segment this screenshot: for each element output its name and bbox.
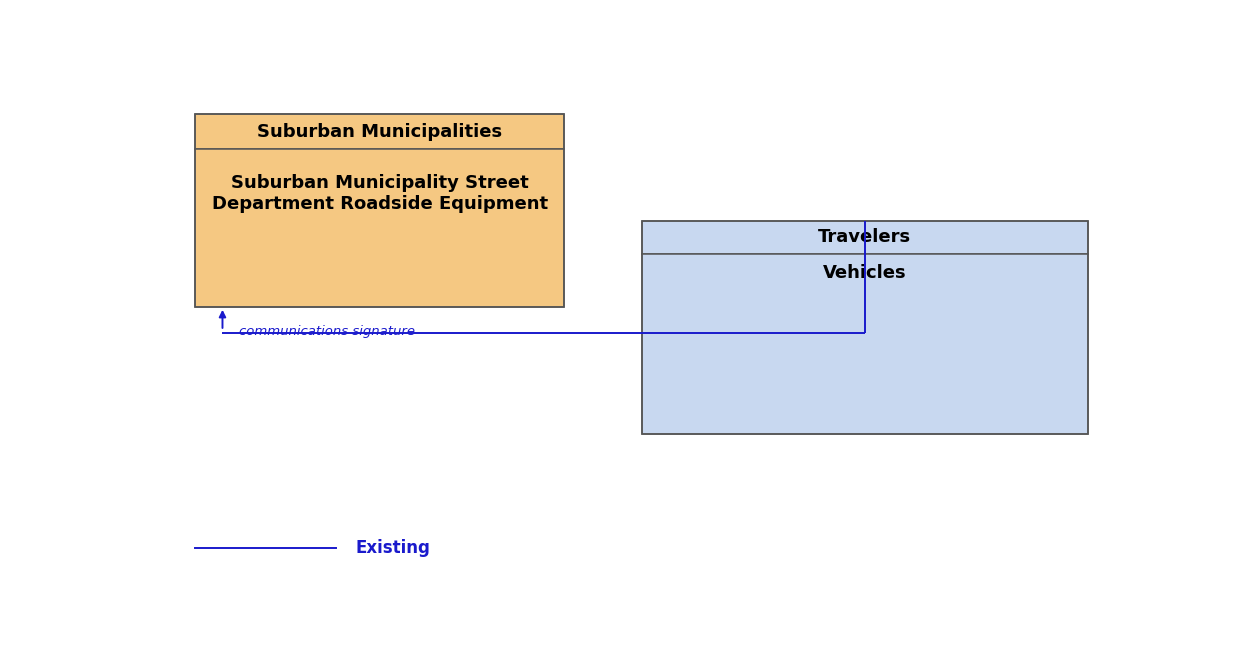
Bar (641, 254, 1088, 434)
Bar (641, 221, 1088, 254)
Bar (195, 114, 563, 149)
Text: communications signature: communications signature (239, 325, 414, 338)
Text: Vehicles: Vehicles (823, 264, 906, 282)
Bar (195, 114, 563, 307)
Bar (641, 221, 1088, 434)
Text: Suburban Municipalities: Suburban Municipalities (257, 122, 502, 141)
Text: Suburban Municipality Street
Department Roadside Equipment: Suburban Municipality Street Department … (212, 174, 547, 213)
Text: Travelers: Travelers (819, 228, 911, 246)
Text: Existing: Existing (356, 539, 431, 557)
Bar (195, 149, 563, 307)
